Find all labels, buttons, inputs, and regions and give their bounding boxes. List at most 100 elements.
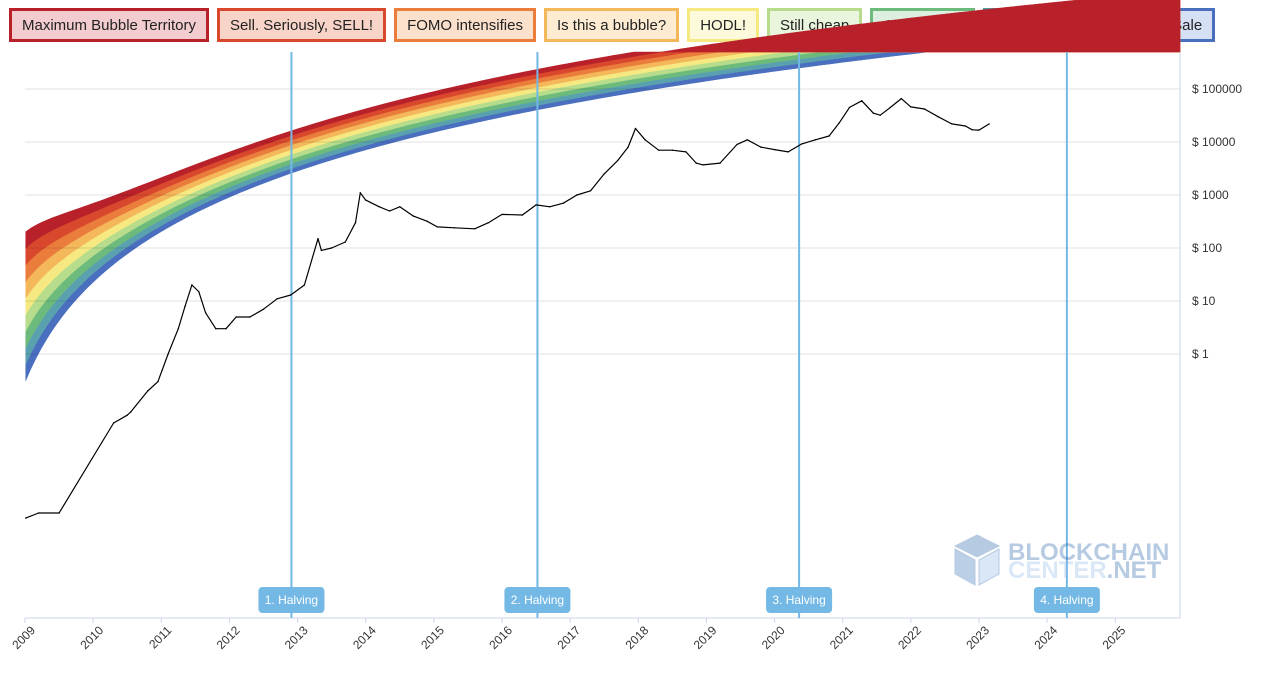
series-point (773, 148, 776, 151)
series-point (627, 146, 629, 148)
x-tick-label: 2013 (282, 623, 311, 652)
series-point (112, 422, 115, 424)
halving-label-text: 3. Halving (772, 593, 825, 607)
x-tick-label: 2024 (1031, 623, 1060, 652)
series-point (378, 206, 380, 208)
band-8 (25, 0, 1181, 249)
series-point (215, 328, 217, 330)
x-tick-label: 2009 (9, 623, 38, 652)
series-point (971, 129, 973, 131)
series-point (521, 214, 524, 216)
series-point (736, 143, 738, 146)
series-point (388, 210, 391, 212)
x-tick-label: 2010 (77, 623, 106, 652)
y-tick-label: $ 10 (1192, 294, 1216, 308)
series-point (487, 222, 490, 224)
x-tick-label: 2014 (350, 623, 379, 652)
rainbow-bands (25, 0, 1181, 381)
halving-label: 2. Halving (504, 587, 571, 613)
series-point (861, 100, 863, 102)
series-point (58, 512, 60, 514)
series-point (177, 328, 179, 330)
series-point (900, 97, 902, 100)
plot-area (25, 52, 1180, 618)
series-point (412, 215, 415, 217)
series-point (617, 159, 619, 162)
series-point (399, 206, 401, 208)
halving-label-text: 2. Halving (511, 593, 564, 607)
series-point (828, 135, 830, 137)
series-point (167, 353, 169, 355)
halving-label: 3. Halving (766, 587, 833, 613)
series-point (535, 204, 537, 206)
halving-label-box (504, 587, 571, 613)
series-point (603, 173, 605, 175)
series-point (198, 291, 200, 293)
watermark-line1: BLOCKCHAIN (1008, 539, 1169, 566)
series-point (157, 381, 159, 383)
y-tick-label: $ 100000 (1192, 82, 1242, 96)
y-tick-label: $ 10000 (1192, 135, 1236, 149)
x-tick-label: 2018 (623, 623, 652, 652)
x-tick-label: 2023 (963, 623, 992, 652)
halving-label-text: 1. Halving (265, 593, 318, 607)
series-point (910, 106, 912, 108)
series-point (889, 106, 892, 109)
legend-item-0[interactable]: Maximum Bubble Territory (9, 8, 209, 42)
series-point (787, 151, 789, 153)
series-point (225, 328, 227, 330)
series-point (746, 139, 748, 141)
series-point (359, 192, 361, 194)
legend-item-1[interactable]: Sell. Seriously, SELL! (216, 8, 387, 42)
series-point (129, 411, 132, 413)
series-point (576, 194, 578, 196)
x-tick-label: 2015 (418, 623, 447, 652)
y-tick-label: $ 1 (1192, 347, 1209, 361)
watermark-center: CENTER (1008, 557, 1107, 584)
series-point (988, 123, 990, 125)
x-tick-label: 2012 (214, 623, 243, 652)
series-point (204, 312, 207, 314)
series-point (365, 199, 367, 201)
series-point (25, 517, 27, 519)
series-point (249, 316, 251, 318)
series-point (923, 108, 926, 110)
series-point (964, 125, 967, 127)
watermark-net: .NET (1107, 557, 1162, 584)
series-point (501, 213, 503, 216)
x-tick-label: 2025 (1100, 623, 1129, 652)
series-point (276, 298, 278, 300)
series-point (702, 164, 704, 166)
halving-label-box (258, 587, 325, 613)
series-point (978, 129, 980, 131)
x-tick-label: 2020 (759, 623, 788, 652)
series-point (453, 227, 455, 229)
halving-label: 4. Halving (1033, 587, 1100, 613)
legend-item-2[interactable]: FOMO intensifies (394, 8, 536, 42)
series-point (549, 206, 551, 208)
series-point (838, 122, 840, 124)
series-point (317, 238, 319, 240)
legend-item-4[interactable]: HODL! (687, 8, 760, 42)
series-point (658, 149, 660, 151)
watermark-line2: CENTER.NET (1008, 557, 1162, 584)
series-point (474, 228, 476, 230)
x-tick-label: 2022 (895, 623, 924, 652)
series-point (320, 249, 323, 252)
halving-label-box (1033, 587, 1100, 613)
series-point (644, 139, 646, 141)
series-point (426, 220, 428, 222)
series-point (848, 106, 851, 109)
series-point (303, 284, 306, 286)
series-point (330, 247, 333, 249)
legend-item-3[interactable]: Is this a bubble? (543, 8, 680, 42)
series-point (685, 151, 687, 153)
halving-label-text: 4. Halving (1040, 593, 1093, 607)
x-tick-label: 2019 (691, 623, 720, 652)
series-point (37, 512, 40, 514)
series-point (634, 127, 637, 130)
x-tick-label: 2021 (827, 623, 856, 652)
halving-label: 1. Halving (258, 587, 325, 613)
series-point (695, 162, 697, 164)
series-point (147, 390, 149, 392)
